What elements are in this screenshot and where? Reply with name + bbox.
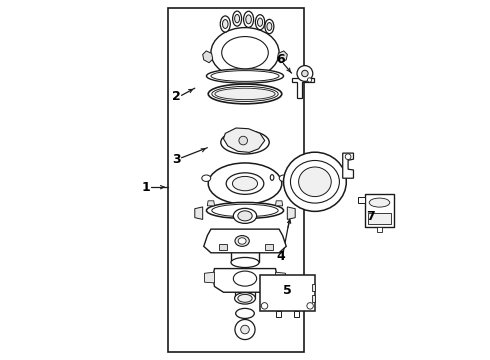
Polygon shape — [275, 272, 286, 283]
Ellipse shape — [231, 257, 259, 267]
Text: 3: 3 — [172, 153, 181, 166]
Bar — [294, 311, 299, 318]
Circle shape — [345, 154, 351, 159]
Text: 5: 5 — [283, 284, 292, 297]
Text: 2: 2 — [172, 90, 181, 103]
Ellipse shape — [222, 19, 228, 28]
Text: 1: 1 — [142, 181, 151, 194]
Polygon shape — [287, 207, 295, 220]
Ellipse shape — [255, 15, 265, 30]
Circle shape — [297, 66, 313, 81]
Ellipse shape — [233, 11, 242, 26]
Ellipse shape — [215, 88, 275, 100]
Circle shape — [235, 319, 255, 339]
Text: 6: 6 — [276, 53, 285, 66]
Ellipse shape — [236, 309, 254, 319]
Ellipse shape — [202, 175, 211, 181]
Ellipse shape — [208, 163, 282, 204]
Text: 4: 4 — [276, 249, 285, 262]
Ellipse shape — [206, 69, 284, 83]
Ellipse shape — [221, 37, 269, 69]
Ellipse shape — [279, 175, 288, 181]
Ellipse shape — [220, 16, 230, 32]
Ellipse shape — [233, 271, 257, 286]
Ellipse shape — [298, 167, 331, 197]
Bar — [312, 295, 315, 302]
Ellipse shape — [221, 131, 269, 154]
Bar — [276, 311, 281, 318]
Polygon shape — [277, 51, 287, 63]
Bar — [265, 244, 273, 250]
Polygon shape — [213, 269, 277, 292]
Ellipse shape — [284, 152, 346, 211]
Bar — [377, 226, 382, 231]
Circle shape — [302, 70, 308, 77]
Bar — [368, 213, 391, 224]
Ellipse shape — [270, 175, 274, 180]
Circle shape — [241, 325, 249, 334]
Polygon shape — [223, 128, 265, 152]
Ellipse shape — [238, 294, 252, 302]
Ellipse shape — [232, 176, 258, 191]
Bar — [219, 244, 227, 250]
Ellipse shape — [246, 15, 251, 24]
Ellipse shape — [212, 86, 278, 102]
Circle shape — [307, 303, 313, 309]
Ellipse shape — [206, 202, 284, 219]
Polygon shape — [275, 201, 283, 206]
Ellipse shape — [226, 173, 264, 194]
Ellipse shape — [291, 161, 340, 203]
Ellipse shape — [244, 11, 254, 27]
Polygon shape — [358, 197, 365, 203]
Bar — [365, 194, 394, 226]
Ellipse shape — [211, 71, 279, 81]
Polygon shape — [195, 207, 203, 220]
Polygon shape — [292, 78, 314, 98]
Ellipse shape — [265, 19, 274, 34]
Circle shape — [239, 136, 247, 145]
Ellipse shape — [211, 28, 279, 78]
Bar — [312, 284, 315, 291]
Ellipse shape — [235, 235, 249, 246]
Ellipse shape — [212, 204, 278, 217]
Ellipse shape — [258, 18, 263, 26]
Polygon shape — [203, 51, 213, 63]
Polygon shape — [204, 272, 215, 283]
Text: 7: 7 — [366, 210, 375, 223]
Ellipse shape — [235, 293, 255, 304]
Ellipse shape — [208, 84, 282, 104]
Polygon shape — [343, 153, 353, 178]
Circle shape — [307, 78, 312, 82]
Bar — [168, 8, 304, 352]
Polygon shape — [204, 229, 286, 253]
Ellipse shape — [235, 14, 240, 23]
Ellipse shape — [238, 238, 246, 244]
Ellipse shape — [233, 208, 257, 224]
Ellipse shape — [369, 198, 390, 207]
Polygon shape — [207, 201, 215, 206]
Bar — [260, 275, 315, 311]
Circle shape — [261, 303, 268, 309]
Ellipse shape — [267, 23, 272, 31]
Ellipse shape — [238, 211, 252, 221]
